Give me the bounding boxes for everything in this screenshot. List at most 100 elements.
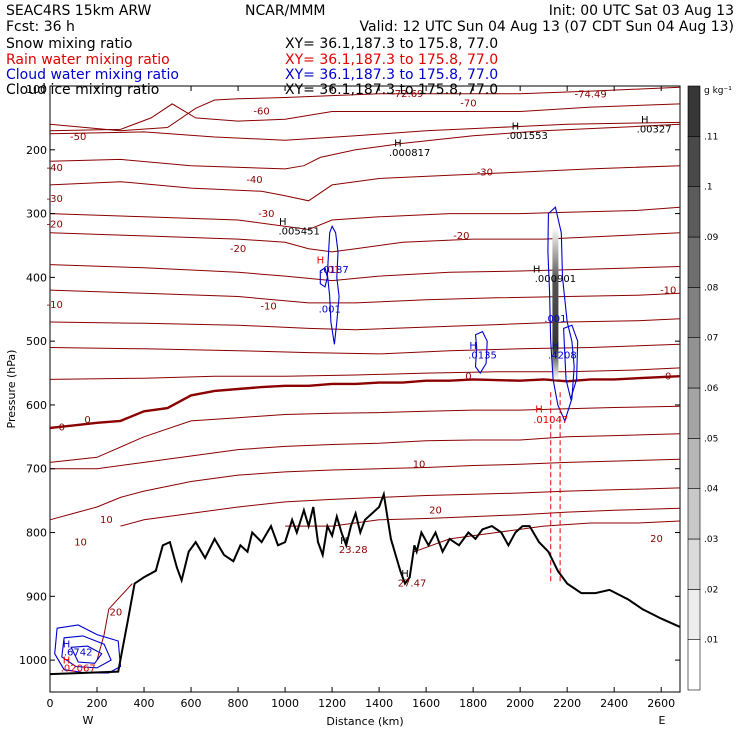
x-tick-label: 1400 [365, 697, 393, 710]
contour-label: H [533, 264, 541, 275]
cloud-water-contour [474, 330, 488, 375]
colorbar-swatch [687, 337, 701, 389]
cloud-water-contour [547, 206, 575, 423]
legend-cloud-water-xy: XY= 36.1,187.3 to 175.8, 77.0 [285, 67, 498, 83]
x-tick-label: 2600 [647, 697, 675, 710]
forecast-hour: Fcst: 36 h [6, 19, 75, 35]
colorbar-swatch [687, 639, 701, 691]
contour-label: -10 [660, 285, 676, 296]
legend-cloud-water-name: Cloud water mixing ratio [6, 67, 179, 83]
colorbar-swatch [687, 136, 701, 187]
isotherm-line [285, 507, 681, 527]
isotherm-line [49, 318, 681, 331]
contour-label: H [279, 217, 287, 228]
isotherm-line [50, 433, 681, 470]
contour-label: 20 [429, 505, 442, 516]
isotherm-line [49, 289, 681, 304]
x-tick-label: 1600 [412, 697, 440, 710]
contour-label: H [63, 639, 71, 650]
colorbar-tick-label: .02 [704, 585, 718, 595]
contour-label: 0 [84, 415, 90, 426]
y-tick-label: 1000 [19, 654, 47, 667]
colorbar: .01 .02 .03 .04 .05 .06 .07 .08 .09 .1 .11 g kg⁻¹ [687, 85, 732, 691]
east-label: E [659, 714, 666, 727]
contour-label: -20 [230, 244, 246, 255]
contour-label: -30 [47, 194, 63, 205]
contour-label: H [469, 341, 477, 352]
colorbar-unit: g kg⁻¹ [704, 86, 732, 96]
colorbar-tick-label: .06 [704, 384, 719, 394]
isotherm-line [49, 232, 681, 253]
contour-label-layer: -72.69 -74.49 -60 -70 -50 -40 -40 -30 -30 -30 -20 -… [47, 89, 677, 675]
colorbar-tick-label: .05 [704, 434, 718, 444]
x-axis-title: Distance (km) [326, 715, 403, 728]
contour-label: -20 [47, 220, 63, 231]
cloud-water-layer [54, 206, 579, 674]
y-tick-label: 900 [26, 590, 47, 603]
colorbar-swatch [687, 438, 701, 489]
x-tick-label: 0 [47, 697, 54, 710]
contour-label: .001 [319, 304, 341, 315]
contour-label: -10 [260, 301, 276, 312]
west-label: W [83, 714, 94, 727]
y-tick-label: 200 [26, 144, 47, 157]
contour-label: .6742 [64, 648, 93, 659]
contour-label: H [552, 341, 560, 352]
init-time: Init: 00 UTC Sat 03 Aug 13 [549, 3, 734, 19]
terrain-layer [49, 490, 681, 676]
valid-time: Valid: 12 UTC Sun 04 Aug 13 (07 CDT Sun … [360, 19, 734, 35]
contour-label: 23.28 [339, 545, 368, 556]
legend-snow-name: Snow mixing ratio [6, 36, 132, 52]
isotherm-line [49, 367, 681, 380]
colorbar-tick-label: .11 [704, 132, 718, 142]
contour-label: .01 [324, 265, 340, 276]
snow-layer [552, 226, 559, 380]
cloud-water-contour [319, 266, 328, 288]
cloud-water-contour [326, 224, 340, 345]
contour-label: .4208 [548, 350, 577, 361]
contour-label: 0 [59, 422, 65, 433]
legend-rain-name: Rain water mixing ratio [6, 52, 170, 68]
contour-label: .005451 [278, 227, 319, 238]
isotherm-line [120, 487, 681, 527]
contour-label: .0135 [468, 350, 497, 361]
cloud-water-contour [70, 645, 103, 664]
colorbar-tick-label: .04 [704, 485, 719, 495]
contour-label: H [512, 121, 520, 132]
legend-rain-xy: XY= 36.1,187.3 to 175.8, 77.0 [285, 52, 498, 68]
contour-label: -10 [47, 300, 63, 311]
y-tick-label: 500 [26, 335, 47, 348]
colorbar-swatch [687, 589, 701, 640]
x-tick-label: 1200 [318, 697, 346, 710]
contour-label: H [317, 255, 325, 266]
isotherm-line [49, 375, 681, 430]
contour-label: 10 [100, 515, 113, 526]
contour-label: .000901 [535, 274, 576, 285]
isotherm-line [49, 86, 681, 132]
contour-label: 10 [74, 537, 87, 548]
contour-label: 0 [465, 371, 471, 382]
contour-label: H [340, 536, 348, 547]
isotherm-line [49, 103, 681, 132]
isotherm-line [414, 520, 681, 553]
contour-label: 20 [650, 534, 663, 545]
contour-label: -30 [258, 209, 274, 220]
y-tick-label: 300 [26, 208, 47, 221]
contour-label: .0187 [320, 265, 349, 276]
isotherm-line [49, 343, 681, 355]
colorbar-swatch [687, 85, 701, 137]
x-tick-label: 1000 [271, 697, 299, 710]
x-tick-label: 2400 [600, 697, 628, 710]
x-tick-label: 600 [181, 697, 202, 710]
isotherm-line [49, 405, 681, 463]
contour-label: H [394, 139, 402, 150]
x-tick-label: 200 [87, 697, 108, 710]
contour-label: -72.69 [391, 89, 423, 100]
colorbar-tick-label: .03 [704, 535, 718, 545]
contour-label: -74.49 [575, 89, 607, 100]
colorbar-tick-label: .1 [704, 183, 713, 193]
colorbar-tick-label: .01 [704, 636, 718, 646]
y-tick-label: 800 [26, 527, 47, 540]
x-tick-label: 800 [228, 697, 249, 710]
